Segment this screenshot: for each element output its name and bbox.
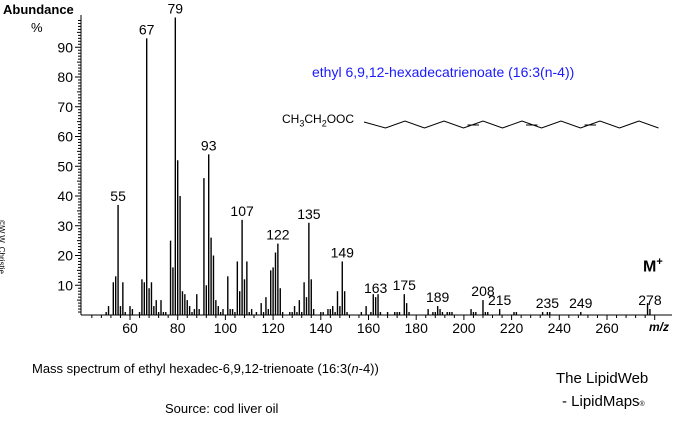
x-tick-label: 60 [122,320,138,336]
x-tick-label: 180 [405,320,429,336]
peak-label: 149 [331,244,355,260]
peak-label: 215 [488,292,512,308]
y-tick-label: 10 [57,277,73,293]
x-tick-label: 220 [500,320,524,336]
y-tick-label: 90 [57,39,73,55]
ester-group-formula: CH3CH2OOC [282,112,354,128]
formula-subscript: 2 [321,118,327,129]
x-tick-label: 100 [214,320,238,336]
y-tick-label: 30 [57,218,73,234]
peak-label: 235 [536,295,560,311]
brand-lipidweb: The LipidWeb [556,370,649,387]
caption-text: Mass spectrum of ethyl hexadec-6,9,12-tr… [32,361,352,376]
formula-part: CH [282,112,300,126]
figure-caption: Mass spectrum of ethyl hexadec-6,9,12-tr… [32,361,379,376]
formula-part: OOC [326,112,355,126]
y-tick-label: 70 [57,99,73,115]
x-tick-label: 260 [595,320,619,336]
x-tick-label: 240 [548,320,572,336]
peak-label: 249 [569,295,593,311]
peak-label: 278 [638,292,662,308]
x-tick-label: 200 [452,320,476,336]
y-tick-label: 40 [57,188,73,204]
peak-label: 122 [266,227,290,243]
brand-lipidmaps: - LipidMaps® [562,393,645,410]
axis-tick-labels: 10 20 30 40 50 60 70 80 90 60 80 100 120 140 160 180 200… [57,39,618,336]
y-tick-label: 50 [57,158,73,174]
molecular-ion-charge: + [656,256,663,268]
x-axis-title: m/z [649,320,670,334]
peak-label: 189 [426,289,450,305]
molecular-ion-label: M+ [643,256,663,276]
chemical-structure [363,120,659,129]
peak-label: 175 [393,277,417,293]
carbon-chain [363,120,659,129]
x-tick-label: 120 [261,320,285,336]
caption-text: -4)) [358,361,379,376]
peak-label: 135 [297,206,321,222]
y-axis-title: Abundance [3,2,74,17]
x-tick-label: 140 [309,320,333,336]
source-note: Source: cod liver oil [165,401,279,416]
peak-label: 93 [201,137,217,153]
brand-text: - LipidMaps [562,393,640,410]
copyright-note: ©W.W. Christie [0,220,6,274]
molecular-ion-symbol: M [643,258,657,276]
y-axis-unit: % [31,20,43,35]
peak-label: 107 [230,203,254,219]
peak-label: 79 [168,1,184,17]
peak-label: 163 [364,280,388,296]
compound-title: ethyl 6,9,12-hexadecatrienoate (16:3(n-4… [312,64,575,80]
formula-part: CH [304,112,322,126]
peak-label: 208 [471,283,495,299]
peak-label: 67 [139,21,155,37]
y-tick-label: 80 [57,69,73,85]
spectrum-peaks [105,17,651,315]
peak-label: 55 [110,188,126,204]
axis-ticks [75,19,656,320]
x-tick-label: 80 [170,320,186,336]
caption-italic: n [351,361,359,376]
axes [80,15,672,316]
x-tick-label: 160 [357,320,381,336]
y-tick-label: 20 [57,248,73,264]
y-tick-label: 60 [57,129,73,145]
registered-mark: ® [639,401,645,408]
formula-subscript: 3 [299,118,305,129]
